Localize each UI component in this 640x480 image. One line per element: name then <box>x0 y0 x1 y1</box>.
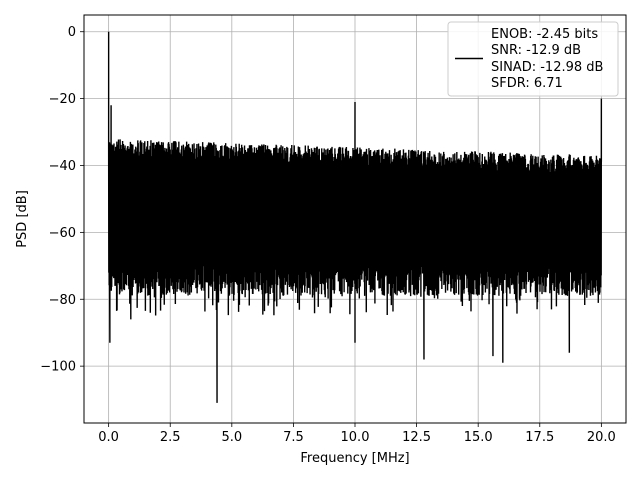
y-tick-label: −100 <box>40 360 76 375</box>
legend-box <box>447 21 619 97</box>
plot-area <box>107 31 603 403</box>
x-tick-label: 17.5 <box>525 430 554 445</box>
legend: ENOB: -2.45 bits SNR: -12.9 dB SINAD: -1… <box>447 21 619 97</box>
y-tick-label: −60 <box>49 226 76 241</box>
x-tick-label: 7.5 <box>283 430 304 445</box>
x-tick-label: 12.5 <box>402 430 431 445</box>
legend-enob: ENOB: -2.45 bits <box>491 27 598 42</box>
x-tick-label: 0.0 <box>98 430 119 445</box>
y-tick-label: −80 <box>49 293 76 308</box>
x-tick-label: 2.5 <box>160 430 181 445</box>
x-tick-label: 10.0 <box>341 430 370 445</box>
legend-snr: SNR: -12.9 dB <box>491 43 581 58</box>
x-axis-ticks: 0.0 2.5 5.0 7.5 10.0 12.5 15.0 17.5 20.0 <box>98 423 616 445</box>
legend-sinad: SINAD: -12.98 dB <box>491 60 603 75</box>
x-tick-label: 15.0 <box>464 430 493 445</box>
y-tick-label: −40 <box>49 159 76 174</box>
x-axis-label: Frequency [MHz] <box>300 451 409 466</box>
psd-series-line <box>107 31 603 403</box>
y-axis-label: PSD [dB] <box>15 190 30 248</box>
y-tick-label: 0 <box>68 25 76 40</box>
legend-sfdr: SFDR: 6.71 <box>491 76 563 91</box>
y-tick-label: −20 <box>49 92 76 107</box>
x-tick-label: 20.0 <box>587 430 616 445</box>
y-axis-ticks: 0 −20 −40 −60 −80 −100 <box>40 25 84 375</box>
x-tick-label: 5.0 <box>221 430 242 445</box>
